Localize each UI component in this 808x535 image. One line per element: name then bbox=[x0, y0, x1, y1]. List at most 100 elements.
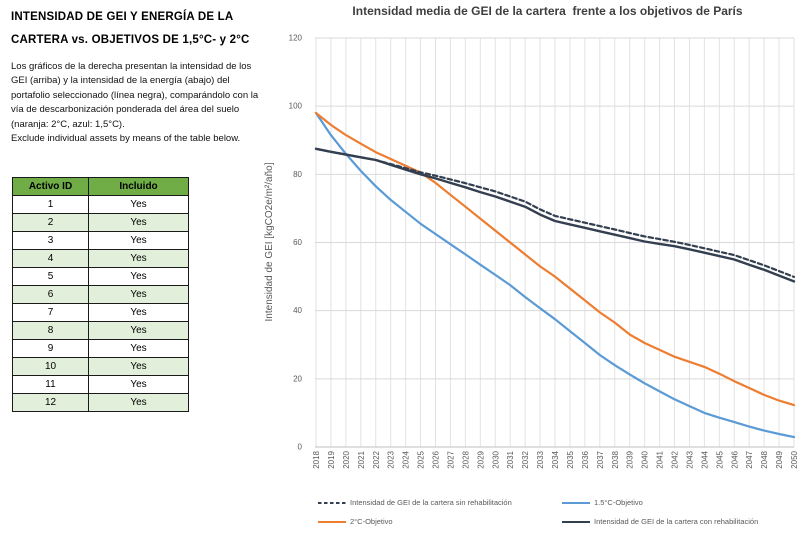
svg-text:2037: 2037 bbox=[596, 450, 605, 468]
svg-text:2033: 2033 bbox=[536, 450, 545, 468]
svg-text:2044: 2044 bbox=[700, 450, 709, 468]
asset-id-cell: 10 bbox=[12, 357, 89, 376]
svg-text:2031: 2031 bbox=[506, 450, 515, 468]
legend-item-sin-rehabilitacion: Intensidad de GEI de la cartera sin reha… bbox=[318, 498, 512, 507]
asset-id-cell: 8 bbox=[12, 321, 89, 340]
svg-text:2050: 2050 bbox=[790, 450, 799, 468]
table-row: 11 Yes bbox=[12, 375, 189, 394]
svg-text:60: 60 bbox=[293, 238, 302, 247]
included-cell[interactable]: Yes bbox=[88, 213, 189, 232]
included-cell[interactable]: Yes bbox=[88, 321, 189, 340]
table-row: 7 Yes bbox=[12, 303, 189, 322]
svg-text:2026: 2026 bbox=[432, 450, 441, 468]
svg-text:2029: 2029 bbox=[476, 450, 485, 468]
svg-text:20: 20 bbox=[293, 374, 302, 383]
legend-item-con-rehabilitacion: Intensidad de GEI de la cartera con reha… bbox=[562, 517, 758, 526]
svg-text:2021: 2021 bbox=[357, 450, 366, 468]
included-cell[interactable]: Yes bbox=[88, 339, 189, 358]
legend-label: 1.5°C-Objetivo bbox=[594, 498, 643, 507]
svg-text:2032: 2032 bbox=[521, 450, 530, 468]
series-line-1 bbox=[314, 111, 796, 439]
asset-id-cell: 2 bbox=[12, 213, 89, 232]
x-axis-tick-labels: 2018 2019 2020 2021 2022 2023 2024 2025 2026 2027… bbox=[312, 450, 799, 468]
svg-text:2019: 2019 bbox=[327, 450, 336, 468]
legend-item-1-5c-objetivo: 1.5°C-Objetivo bbox=[562, 498, 643, 507]
dashed-line-swatch bbox=[318, 501, 346, 504]
svg-text:2047: 2047 bbox=[745, 450, 754, 468]
svg-text:2046: 2046 bbox=[730, 450, 739, 468]
svg-text:2035: 2035 bbox=[566, 450, 575, 468]
y-axis-title: Intensidad de GEI [kgCO2e/m²/año] bbox=[264, 162, 275, 321]
legend-label: 2°C-Objetivo bbox=[350, 517, 393, 526]
asset-id-cell: 1 bbox=[12, 195, 89, 214]
dark-line-swatch bbox=[562, 520, 590, 523]
svg-text:2024: 2024 bbox=[402, 450, 411, 468]
panel-description: Los gráficos de la derecha presentan la … bbox=[11, 61, 259, 145]
svg-text:2038: 2038 bbox=[611, 450, 620, 468]
included-cell[interactable]: Yes bbox=[88, 249, 189, 268]
table-row: 5 Yes bbox=[12, 267, 189, 286]
svg-text:2028: 2028 bbox=[461, 450, 470, 468]
included-cell[interactable]: Yes bbox=[88, 357, 189, 376]
svg-text:2027: 2027 bbox=[446, 450, 455, 468]
table-row: 6 Yes bbox=[12, 285, 189, 304]
asset-id-cell: 11 bbox=[12, 375, 89, 394]
svg-text:2030: 2030 bbox=[491, 450, 500, 468]
y-axis-tick-labels: 0 20 40 60 80 100 120 bbox=[289, 34, 303, 452]
orange-line-swatch bbox=[318, 520, 346, 523]
svg-text:2040: 2040 bbox=[641, 450, 650, 468]
table-header-row: Activo ID Incluido bbox=[12, 177, 189, 196]
svg-text:40: 40 bbox=[293, 306, 302, 315]
included-cell[interactable]: Yes bbox=[88, 231, 189, 250]
svg-text:2039: 2039 bbox=[626, 450, 635, 468]
asset-table-body: 1 Yes 2 Yes 3 Yes 4 Yes 5 Yes 6 Yes 7 Yes 8 Yes 9 Yes 10 Ye… bbox=[12, 195, 189, 412]
chart-title: Intensidad media de GEI de la cartera fr… bbox=[352, 4, 743, 18]
svg-text:2045: 2045 bbox=[715, 450, 724, 468]
table-row: 2 Yes bbox=[12, 213, 189, 232]
asset-id-cell: 5 bbox=[12, 267, 89, 286]
series-line-3 bbox=[314, 147, 796, 283]
asset-id-cell: 12 bbox=[12, 393, 89, 412]
table-row: 9 Yes bbox=[12, 339, 189, 358]
included-cell[interactable]: Yes bbox=[88, 267, 189, 286]
series-line-0 bbox=[314, 147, 796, 278]
legend-label: Intensidad de GEI de la cartera con reha… bbox=[594, 517, 759, 526]
column-header-activo-id: Activo ID bbox=[12, 177, 89, 196]
svg-text:2049: 2049 bbox=[775, 450, 784, 468]
series-line-2 bbox=[314, 111, 796, 407]
table-row: 10 Yes bbox=[12, 357, 189, 376]
svg-text:2018: 2018 bbox=[312, 450, 321, 468]
table-row: 8 Yes bbox=[12, 321, 189, 340]
included-cell[interactable]: Yes bbox=[88, 285, 189, 304]
svg-text:2034: 2034 bbox=[551, 450, 560, 468]
svg-text:120: 120 bbox=[289, 34, 303, 43]
svg-text:80: 80 bbox=[293, 170, 302, 179]
blue-line-swatch bbox=[562, 501, 590, 504]
included-cell[interactable]: Yes bbox=[88, 393, 189, 412]
table-row: 4 Yes bbox=[12, 249, 189, 268]
svg-text:2020: 2020 bbox=[342, 450, 351, 468]
svg-text:2041: 2041 bbox=[656, 450, 665, 468]
panel-title: INTENSIDAD DE GEI Y ENERGÍA DE LA CARTER… bbox=[11, 11, 250, 46]
asset-id-cell: 6 bbox=[12, 285, 89, 304]
svg-text:2042: 2042 bbox=[671, 450, 680, 468]
included-cell[interactable]: Yes bbox=[88, 195, 189, 214]
asset-id-cell: 9 bbox=[12, 339, 89, 358]
svg-text:2022: 2022 bbox=[372, 450, 381, 468]
svg-text:2048: 2048 bbox=[760, 450, 769, 468]
included-cell[interactable]: Yes bbox=[88, 375, 189, 394]
column-header-incluido: Incluido bbox=[88, 177, 189, 196]
included-cell[interactable]: Yes bbox=[88, 303, 189, 322]
asset-table: Activo ID Incluido 1 Yes 2 Yes 3 Yes 4 Yes 5 Yes 6… bbox=[12, 177, 189, 412]
svg-text:2036: 2036 bbox=[581, 450, 590, 468]
asset-id-cell: 7 bbox=[12, 303, 89, 322]
svg-text:2023: 2023 bbox=[387, 450, 396, 468]
table-row: 12 Yes bbox=[12, 393, 189, 412]
svg-text:100: 100 bbox=[289, 102, 303, 111]
asset-id-cell: 4 bbox=[12, 249, 89, 268]
gridlines bbox=[315, 37, 795, 447]
svg-text:2025: 2025 bbox=[417, 450, 426, 468]
svg-text:0: 0 bbox=[298, 443, 303, 452]
